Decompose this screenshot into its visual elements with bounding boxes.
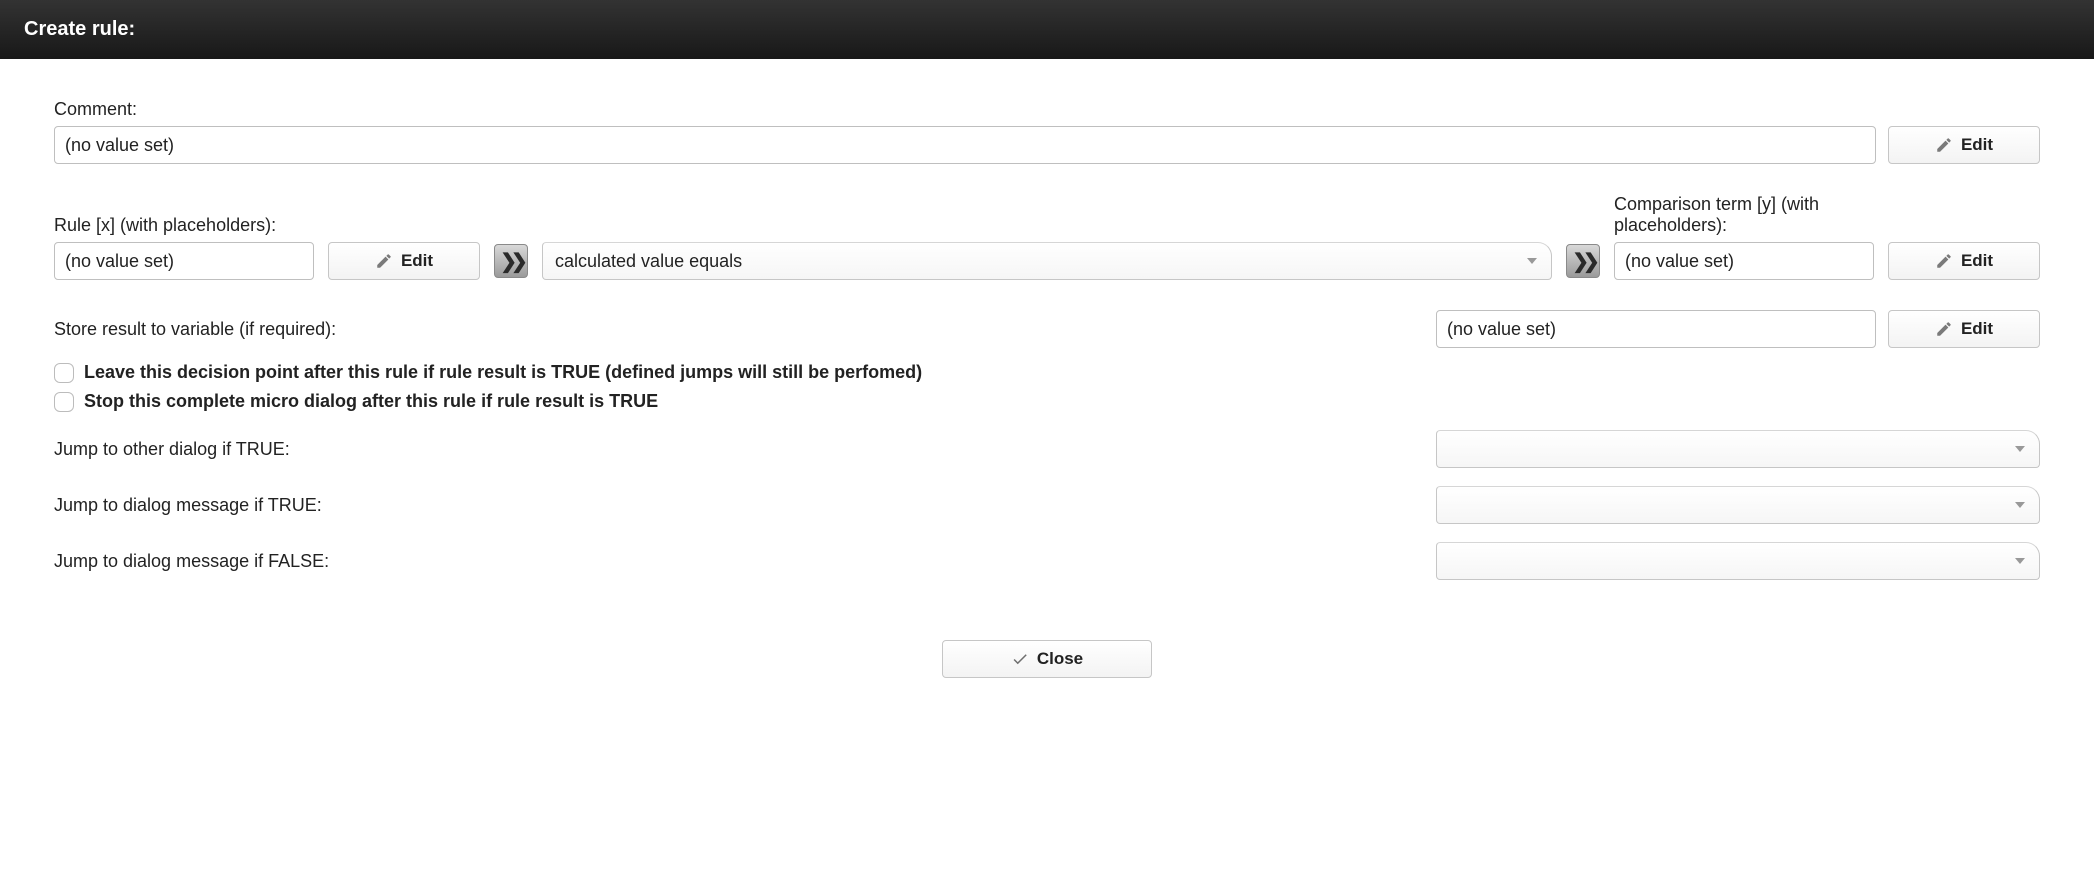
insert-placeholder-y-button[interactable]: ❯❯ bbox=[1566, 244, 1600, 278]
comment-edit-button[interactable]: Edit bbox=[1888, 126, 2040, 164]
store-label: Store result to variable (if required): bbox=[54, 319, 336, 340]
leave-decision-checkbox[interactable] bbox=[54, 363, 74, 383]
stop-dialog-checkbox[interactable] bbox=[54, 392, 74, 412]
edit-button-label: Edit bbox=[1961, 319, 1993, 339]
operator-select[interactable]: calculated value equals bbox=[542, 242, 1552, 280]
rule-x-label: Rule [x] (with placeholders): bbox=[54, 215, 314, 236]
edit-button-label: Edit bbox=[1961, 251, 1993, 271]
jump-false-msg-select[interactable] bbox=[1436, 542, 2040, 580]
double-chevron-right-icon: ❯❯ bbox=[1572, 249, 1594, 274]
rule-x-edit-button[interactable]: Edit bbox=[328, 242, 480, 280]
stop-dialog-label: Stop this complete micro dialog after th… bbox=[84, 391, 658, 412]
dialog-title: Create rule: bbox=[24, 18, 135, 40]
pencil-icon bbox=[1935, 136, 1953, 154]
edit-button-label: Edit bbox=[401, 251, 433, 271]
insert-placeholder-x-button[interactable]: ❯❯ bbox=[494, 244, 528, 278]
rule-y-input[interactable] bbox=[1614, 242, 1874, 280]
jump-true-msg-label: Jump to dialog message if TRUE: bbox=[54, 495, 322, 516]
pencil-icon bbox=[1935, 320, 1953, 338]
store-edit-button[interactable]: Edit bbox=[1888, 310, 2040, 348]
check-icon bbox=[1011, 650, 1029, 668]
chevron-down-icon bbox=[2015, 558, 2025, 564]
pencil-icon bbox=[375, 252, 393, 270]
dialog-header: Create rule: bbox=[0, 0, 2094, 59]
chevron-down-icon bbox=[2015, 446, 2025, 452]
comment-input[interactable] bbox=[54, 126, 1876, 164]
rule-y-label: Comparison term [y] (with placeholders): bbox=[1614, 194, 1874, 236]
double-chevron-right-icon: ❯❯ bbox=[500, 249, 522, 274]
leave-decision-label: Leave this decision point after this rul… bbox=[84, 362, 922, 383]
chevron-down-icon bbox=[2015, 502, 2025, 508]
store-variable-input[interactable] bbox=[1436, 310, 1876, 348]
operator-value: calculated value equals bbox=[555, 251, 742, 272]
close-button-label: Close bbox=[1037, 649, 1083, 669]
comment-label: Comment: bbox=[54, 99, 2040, 120]
dialog-body: Comment: Edit Rule [x] (with placeholder… bbox=[0, 59, 2094, 698]
jump-false-msg-label: Jump to dialog message if FALSE: bbox=[54, 551, 329, 572]
jump-true-msg-select[interactable] bbox=[1436, 486, 2040, 524]
close-button[interactable]: Close bbox=[942, 640, 1152, 678]
edit-button-label: Edit bbox=[1961, 135, 1993, 155]
rule-y-edit-button[interactable]: Edit bbox=[1888, 242, 2040, 280]
jump-true-dialog-select[interactable] bbox=[1436, 430, 2040, 468]
rule-x-input[interactable] bbox=[54, 242, 314, 280]
jump-true-dialog-label: Jump to other dialog if TRUE: bbox=[54, 439, 290, 460]
pencil-icon bbox=[1935, 252, 1953, 270]
chevron-down-icon bbox=[1527, 258, 1537, 264]
